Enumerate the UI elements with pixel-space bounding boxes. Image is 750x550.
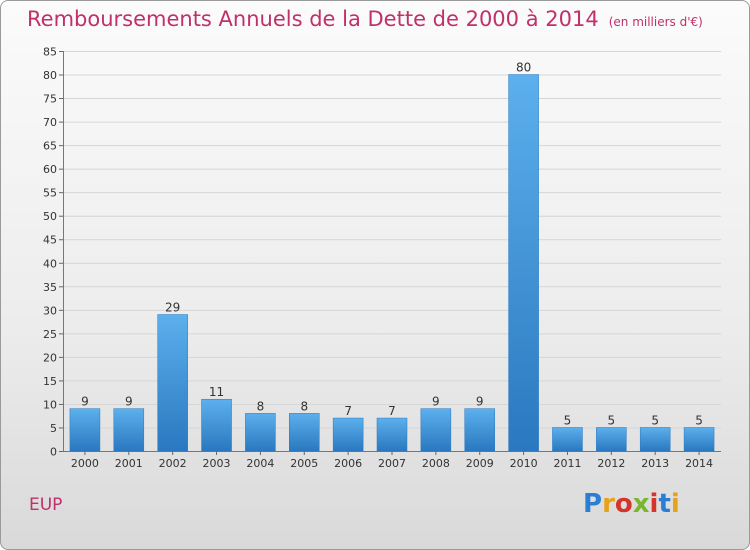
- x-tick-label-2005: 2005: [290, 457, 318, 470]
- data-label-2010: 80: [516, 61, 531, 75]
- proxiti-logo: Proxiti: [583, 489, 680, 519]
- bars: [69, 74, 715, 452]
- y-tick-label: 45: [43, 234, 57, 247]
- bar-2014: [683, 427, 715, 452]
- data-label-2000: 9: [81, 395, 89, 409]
- y-tick-label: 65: [43, 140, 57, 153]
- y-tick-label: 30: [43, 304, 57, 317]
- bar-2004: [245, 413, 276, 452]
- bar-2008: [420, 408, 452, 452]
- bar-2010: [508, 74, 539, 452]
- y-tick-label: 70: [43, 116, 57, 129]
- labels: 0510152025303540455055606570758085920009…: [43, 46, 713, 471]
- logo-letter: r: [602, 489, 615, 519]
- bar-2005: [289, 413, 320, 452]
- logo-letter: P: [583, 489, 603, 519]
- bar-2012: [596, 427, 627, 452]
- y-tick-label: 5: [50, 422, 57, 435]
- data-label-2012: 5: [608, 413, 616, 427]
- x-tick-label-2012: 2012: [597, 457, 625, 470]
- x-tick-label-2000: 2000: [71, 457, 99, 470]
- bar-2007: [376, 417, 408, 452]
- data-label-2014: 5: [695, 413, 703, 427]
- x-tick-label-2008: 2008: [422, 457, 450, 470]
- bar-2006: [332, 417, 364, 452]
- y-tick-label: 40: [43, 257, 57, 270]
- x-tick-label-2013: 2013: [641, 457, 669, 470]
- x-tick-label-2007: 2007: [378, 457, 406, 470]
- bar-2011: [552, 427, 583, 452]
- data-label-2013: 5: [651, 413, 659, 427]
- bar-2003: [201, 398, 232, 452]
- x-tick-label-2011: 2011: [553, 457, 581, 470]
- y-tick-label: 75: [43, 93, 57, 106]
- x-tick-label-2010: 2010: [510, 457, 538, 470]
- logo-letter: t: [658, 489, 671, 519]
- axes: [59, 51, 721, 455]
- data-label-2007: 7: [388, 404, 396, 418]
- logo-letter: x: [632, 489, 650, 519]
- x-tick-label-2003: 2003: [203, 457, 231, 470]
- title-text: Remboursements Annuels de la Dette de 20…: [27, 7, 599, 31]
- y-tick-label: 15: [43, 375, 57, 388]
- logo-letter: i: [649, 489, 659, 519]
- y-tick-label: 25: [43, 328, 57, 341]
- bar-2000: [69, 408, 101, 452]
- data-label-2009: 9: [476, 395, 484, 409]
- y-tick-label: 0: [50, 446, 57, 459]
- x-tick-label-2004: 2004: [246, 457, 274, 470]
- x-tick-label-2014: 2014: [685, 457, 713, 470]
- y-tick-label: 20: [43, 351, 57, 364]
- y-tick-label: 80: [43, 69, 57, 82]
- x-tick-label-2002: 2002: [159, 457, 187, 470]
- y-tick-label: 60: [43, 163, 57, 176]
- commune-name: EUP: [29, 495, 63, 515]
- x-tick-label-2001: 2001: [115, 457, 143, 470]
- data-label-2003: 11: [209, 385, 224, 399]
- data-label-2011: 5: [564, 413, 572, 427]
- data-label-2005: 8: [300, 399, 308, 413]
- y-tick-label: 10: [43, 398, 57, 411]
- data-label-2001: 9: [125, 395, 133, 409]
- unit-note: (en milliers d'€): [608, 15, 703, 29]
- x-tick-label-2006: 2006: [334, 457, 362, 470]
- logo-letter: o: [614, 489, 633, 519]
- bar-2001: [113, 408, 145, 452]
- y-tick-label: 35: [43, 281, 57, 294]
- data-label-2004: 8: [257, 399, 265, 413]
- data-label-2006: 7: [344, 404, 352, 418]
- y-tick-label: 50: [43, 210, 57, 223]
- x-tick-label-2009: 2009: [466, 457, 494, 470]
- chart-title: Remboursements Annuels de la Dette de 20…: [27, 7, 703, 31]
- bar-2009: [464, 408, 495, 452]
- logo-letter: i: [670, 489, 680, 519]
- y-tick-label: 85: [43, 46, 57, 59]
- bar-2013: [639, 427, 671, 452]
- y-tick-label: 55: [43, 187, 57, 200]
- data-label-2002: 29: [165, 301, 180, 315]
- bar-2002: [157, 314, 188, 452]
- data-label-2008: 9: [432, 395, 440, 409]
